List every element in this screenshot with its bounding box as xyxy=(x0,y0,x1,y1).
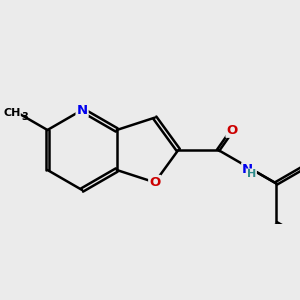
Text: H: H xyxy=(247,169,256,179)
Text: N: N xyxy=(242,163,253,176)
Text: 3: 3 xyxy=(21,112,28,122)
Text: O: O xyxy=(149,176,160,189)
Text: CH: CH xyxy=(3,108,20,118)
Text: O: O xyxy=(226,124,238,137)
Text: N: N xyxy=(76,103,88,116)
